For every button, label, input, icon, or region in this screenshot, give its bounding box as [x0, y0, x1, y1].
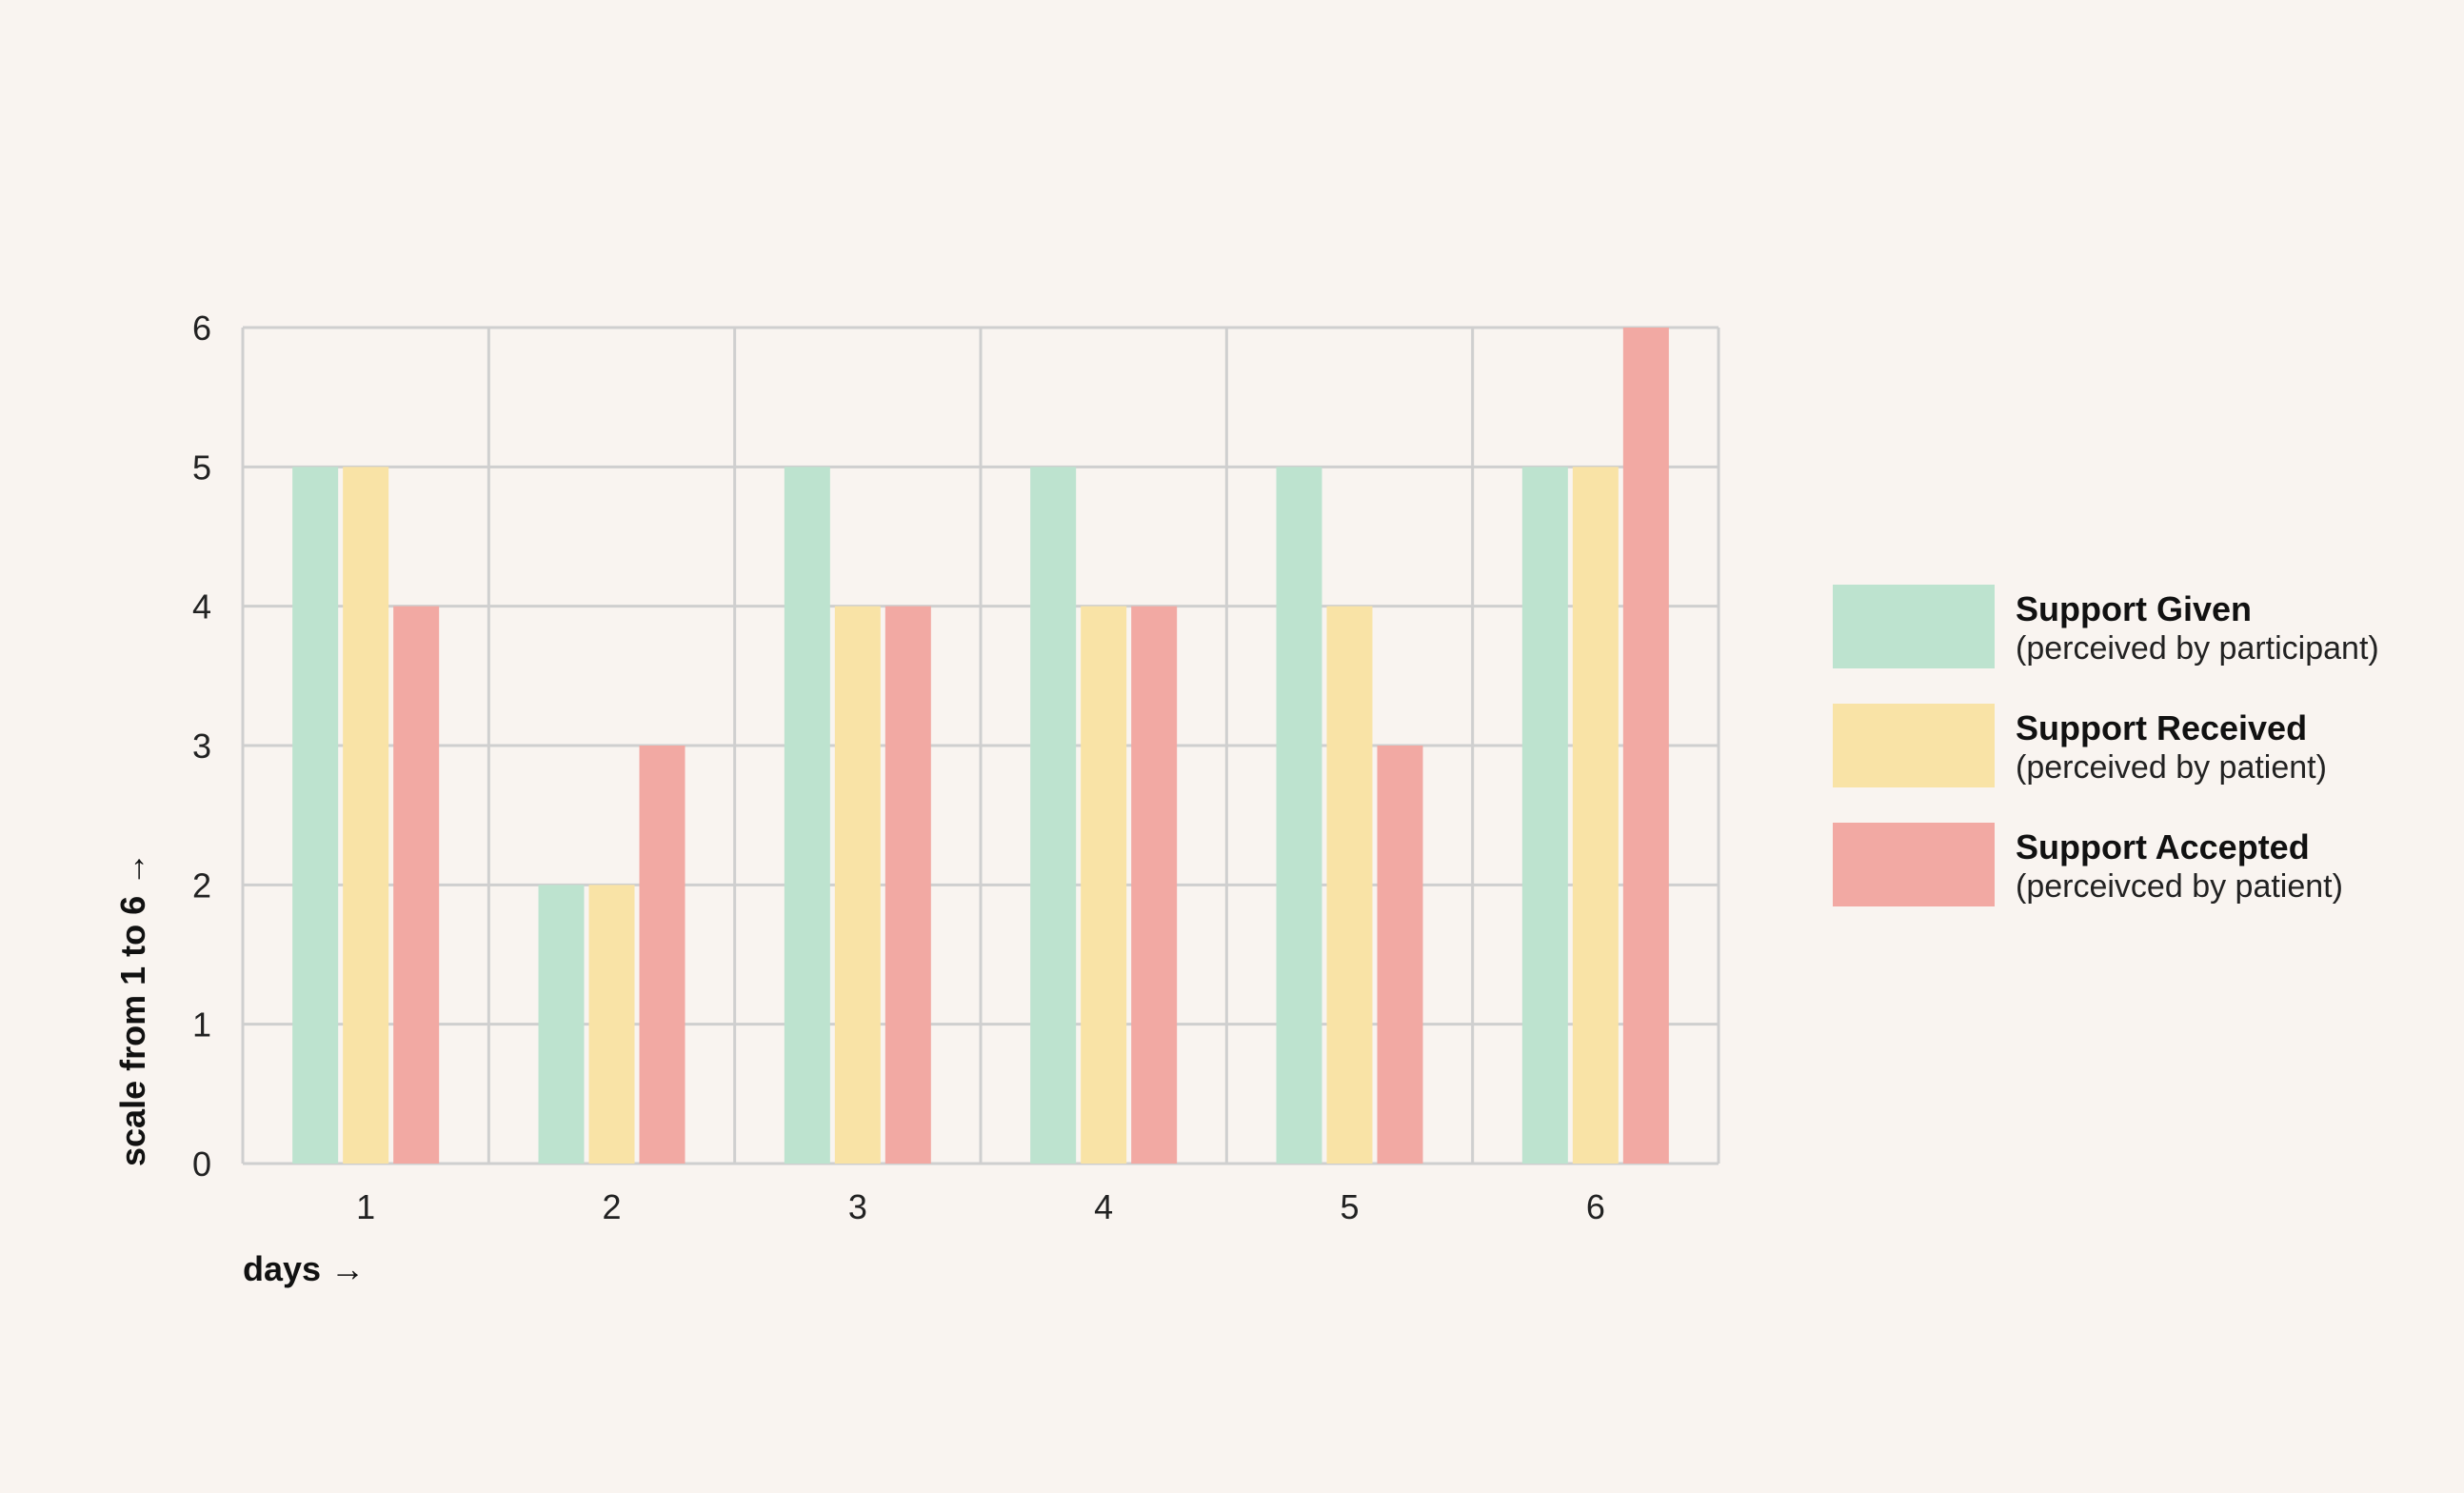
y-tick-label: 5	[192, 448, 211, 487]
legend-swatch	[1833, 823, 1995, 906]
x-tick-label: 4	[1094, 1187, 1113, 1226]
x-tick-labels: 1 2 3 4 5 6	[356, 1187, 1605, 1226]
x-tick-label: 3	[848, 1187, 867, 1226]
legend-label: Support Given	[2016, 589, 2252, 628]
y-tick-label: 6	[192, 309, 211, 348]
x-tick-label: 5	[1340, 1187, 1359, 1226]
grid	[241, 326, 1720, 1165]
legend-label: Support Received	[2016, 708, 2307, 747]
x-tick-label: 6	[1586, 1187, 1605, 1226]
bar-support-accepted-day-1	[393, 606, 440, 1164]
bar-support-given-day-3	[784, 467, 830, 1164]
bars	[292, 328, 1669, 1164]
bar-support-received-day-4	[1081, 606, 1127, 1164]
legend-sublabel: (perceived by patient)	[2016, 749, 2327, 786]
legend-swatch	[1833, 585, 1995, 668]
bar-support-given-day-1	[292, 467, 339, 1164]
y-tick-label: 1	[192, 1005, 211, 1045]
bar-support-received-day-6	[1572, 467, 1619, 1164]
bar-support-accepted-day-2	[639, 746, 686, 1164]
y-tick-labels: 0 1 2 3 4 5 6	[192, 309, 211, 1184]
y-tick-label: 2	[192, 866, 211, 905]
bar-support-received-day-1	[343, 467, 389, 1164]
legend-sublabel: (perceived by participant)	[2016, 630, 2379, 667]
bar-support-given-day-4	[1030, 467, 1077, 1164]
bar-support-received-day-3	[834, 606, 881, 1164]
x-tick-label: 2	[602, 1187, 621, 1226]
bar-support-given-day-2	[538, 885, 585, 1164]
bar-support-received-day-2	[588, 885, 635, 1164]
y-tick-label: 4	[192, 587, 211, 627]
y-tick-label: 0	[192, 1145, 211, 1184]
y-tick-label: 3	[192, 727, 211, 766]
bar-support-accepted-day-4	[1131, 606, 1178, 1164]
bar-support-accepted-day-6	[1622, 328, 1669, 1164]
bar-support-accepted-day-3	[884, 606, 931, 1164]
bar-support-received-day-5	[1326, 606, 1373, 1164]
x-tick-label: 1	[356, 1187, 375, 1226]
bar-support-given-day-5	[1276, 467, 1322, 1164]
x-axis-title: days →	[243, 1249, 365, 1288]
legend: Support Given(perceived by participant) S…	[1833, 585, 2379, 906]
y-axis-title: scale from 1 to 6 →	[113, 852, 152, 1166]
legend-sublabel: (perceivced by patient)	[2016, 868, 2343, 905]
legend-swatch	[1833, 704, 1995, 787]
bar-support-accepted-day-5	[1377, 746, 1423, 1164]
legend-label: Support Accepted	[2016, 827, 2310, 866]
bar-support-given-day-6	[1521, 467, 1568, 1164]
